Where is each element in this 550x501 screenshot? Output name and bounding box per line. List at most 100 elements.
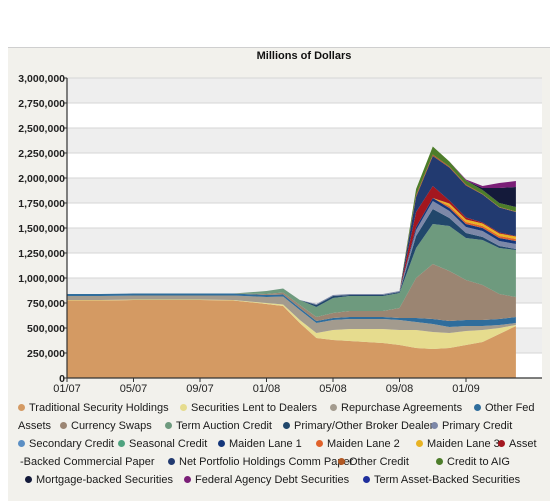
legend-item[interactable]: Mortgage-backed Securities [25, 471, 173, 489]
x-tick-label: 05/07 [120, 383, 148, 395]
legend-swatch-icon [431, 422, 438, 429]
x-tick-label: 05/08 [319, 383, 347, 395]
chart-legend: Traditional Security Holdings Securities … [8, 397, 550, 500]
legend-swatch-icon [338, 458, 345, 465]
legend-item[interactable]: Federal Agency Debt Securities [184, 471, 349, 489]
legend-label: Currency Swaps [71, 420, 152, 432]
legend-row: -Backed Commercial Paper Net Portfolio Ho… [8, 453, 550, 471]
y-tick-label: 500,000 [27, 323, 65, 335]
legend-label: Other Fed [485, 402, 535, 414]
chart-title: Millions of Dollars [257, 50, 352, 62]
legend-swatch-icon [474, 404, 481, 411]
area-series-traditional-security-holdings [67, 300, 516, 378]
y-tick-label: 2,000,000 [18, 173, 65, 185]
legend-swatch-icon [316, 440, 323, 447]
area-series-asset-backed-commercial-paper [67, 186, 516, 304]
legend-label: Traditional Security Holdings [29, 402, 169, 414]
legend-label: Credit to AIG [447, 456, 510, 468]
legend-label: -Backed Commercial Paper [20, 456, 155, 468]
legend-swatch-icon [180, 404, 187, 411]
legend-swatch-icon [330, 404, 337, 411]
legend-item[interactable]: Traditional Security Holdings [18, 399, 169, 417]
y-tick-label: 2,500,000 [18, 123, 65, 135]
y-tick-label: 3,000,000 [18, 73, 65, 85]
legend-swatch-icon [218, 440, 225, 447]
legend-swatch-icon [18, 404, 25, 411]
legend-row: Secondary Credit Seasonal Credit Maiden La… [8, 435, 550, 453]
legend-item[interactable]: Assets [18, 417, 51, 435]
y-tick-label: 750,000 [27, 298, 65, 310]
legend-item[interactable]: Term Asset-Backed Securities [363, 471, 520, 489]
legend-item[interactable]: Maiden Lane 1 [218, 435, 302, 453]
legend-row: Mortgage-backed Securities Federal Agency… [8, 471, 550, 489]
legend-item[interactable]: Secondary Credit [18, 435, 114, 453]
legend-item[interactable]: Other Credit [338, 453, 409, 471]
legend-label: Secondary Credit [29, 438, 114, 450]
area-series-currency-swaps [67, 264, 516, 321]
x-tick-label: 01/07 [53, 383, 81, 395]
legend-label: Repurchase Agreements [341, 402, 463, 414]
legend-swatch-icon [184, 476, 191, 483]
legend-label: Maiden Lane 3 [427, 438, 500, 450]
x-axis: 01/07 05/07 09/07 01/08 05/08 09/08 01/09 [53, 377, 542, 395]
legend-label: Maiden Lane 2 [327, 438, 400, 450]
legend-swatch-icon [436, 458, 443, 465]
legend-label: Primary Credit [442, 420, 513, 432]
x-tick-label: 01/08 [253, 383, 281, 395]
x-tick-label: 01/09 [452, 383, 480, 395]
legend-item[interactable]: Credit to AIG [436, 453, 510, 471]
legend-label: Federal Agency Debt Securities [195, 474, 350, 486]
series-areas [67, 146, 516, 378]
legend-item[interactable]: Repurchase Agreements [330, 399, 462, 417]
legend-item[interactable]: Net Portfolio Holdings Comm Paper [168, 453, 353, 471]
grid-band [67, 128, 542, 153]
area-series-other-fed-assets [67, 293, 516, 327]
legend-swatch-icon [416, 440, 423, 447]
legend-row: Assets Currency Swaps Term Auction Credit P… [8, 417, 550, 435]
legend-swatch-icon [118, 440, 125, 447]
legend-swatch-icon [25, 476, 32, 483]
legend-item[interactable]: Seasonal Credit [118, 435, 207, 453]
y-tick-label: 1,250,000 [18, 248, 65, 260]
legend-swatch-icon [283, 422, 290, 429]
legend-swatch-icon [498, 440, 505, 447]
legend-swatch-icon [165, 422, 172, 429]
legend-item[interactable]: Term Auction Credit [165, 417, 272, 435]
y-tick-label: 1,500,000 [18, 223, 65, 235]
legend-item[interactable]: Primary Credit [431, 417, 512, 435]
y-tick-label: 0 [59, 373, 65, 385]
y-tick-label: 250,000 [27, 348, 65, 360]
legend-row: Traditional Security Holdings Securities … [8, 399, 550, 417]
x-tick-label: 09/08 [386, 383, 414, 395]
legend-item[interactable]: Maiden Lane 3 [416, 435, 500, 453]
legend-label: Assets [18, 420, 52, 432]
legend-item[interactable]: Securities Lent to Dealers [180, 399, 317, 417]
legend-item[interactable]: Currency Swaps [60, 417, 152, 435]
legend-label: Seasonal Credit [129, 438, 208, 450]
y-tick-label: 1,000,000 [18, 273, 65, 285]
area-series-term-auction-credit [67, 224, 516, 317]
y-tick-label: 2,250,000 [18, 148, 65, 160]
legend-label: Asset [509, 438, 537, 450]
y-tick-label: 2,750,000 [18, 98, 65, 110]
legend-label: Mortgage-backed Securities [36, 474, 173, 486]
legend-label: Securities Lent to Dealers [191, 402, 317, 414]
x-tick-label: 09/07 [186, 383, 214, 395]
area-series-securities-lent-to-dealers [67, 299, 516, 349]
legend-label: Term Auction Credit [176, 420, 272, 432]
legend-item[interactable]: Other Fed [474, 399, 535, 417]
legend-item[interactable]: -Backed Commercial Paper [20, 453, 155, 471]
legend-swatch-icon [168, 458, 175, 465]
grid-band [67, 78, 542, 103]
legend-label: Other Credit [349, 456, 409, 468]
legend-item[interactable]: Maiden Lane 2 [316, 435, 400, 453]
y-axis: 0 250,000 500,000 750,000 1,000,000 1,250,000… [18, 73, 68, 385]
legend-swatch-icon [60, 422, 67, 429]
legend-label: Primary/Other Broker Dealer [294, 420, 434, 432]
legend-swatch-icon [18, 440, 25, 447]
legend-item[interactable]: Asset [498, 435, 537, 453]
legend-item[interactable]: Primary/Other Broker Dealer [283, 417, 433, 435]
legend-label: Maiden Lane 1 [229, 438, 302, 450]
area-series-repurchase-agreements [67, 295, 516, 333]
